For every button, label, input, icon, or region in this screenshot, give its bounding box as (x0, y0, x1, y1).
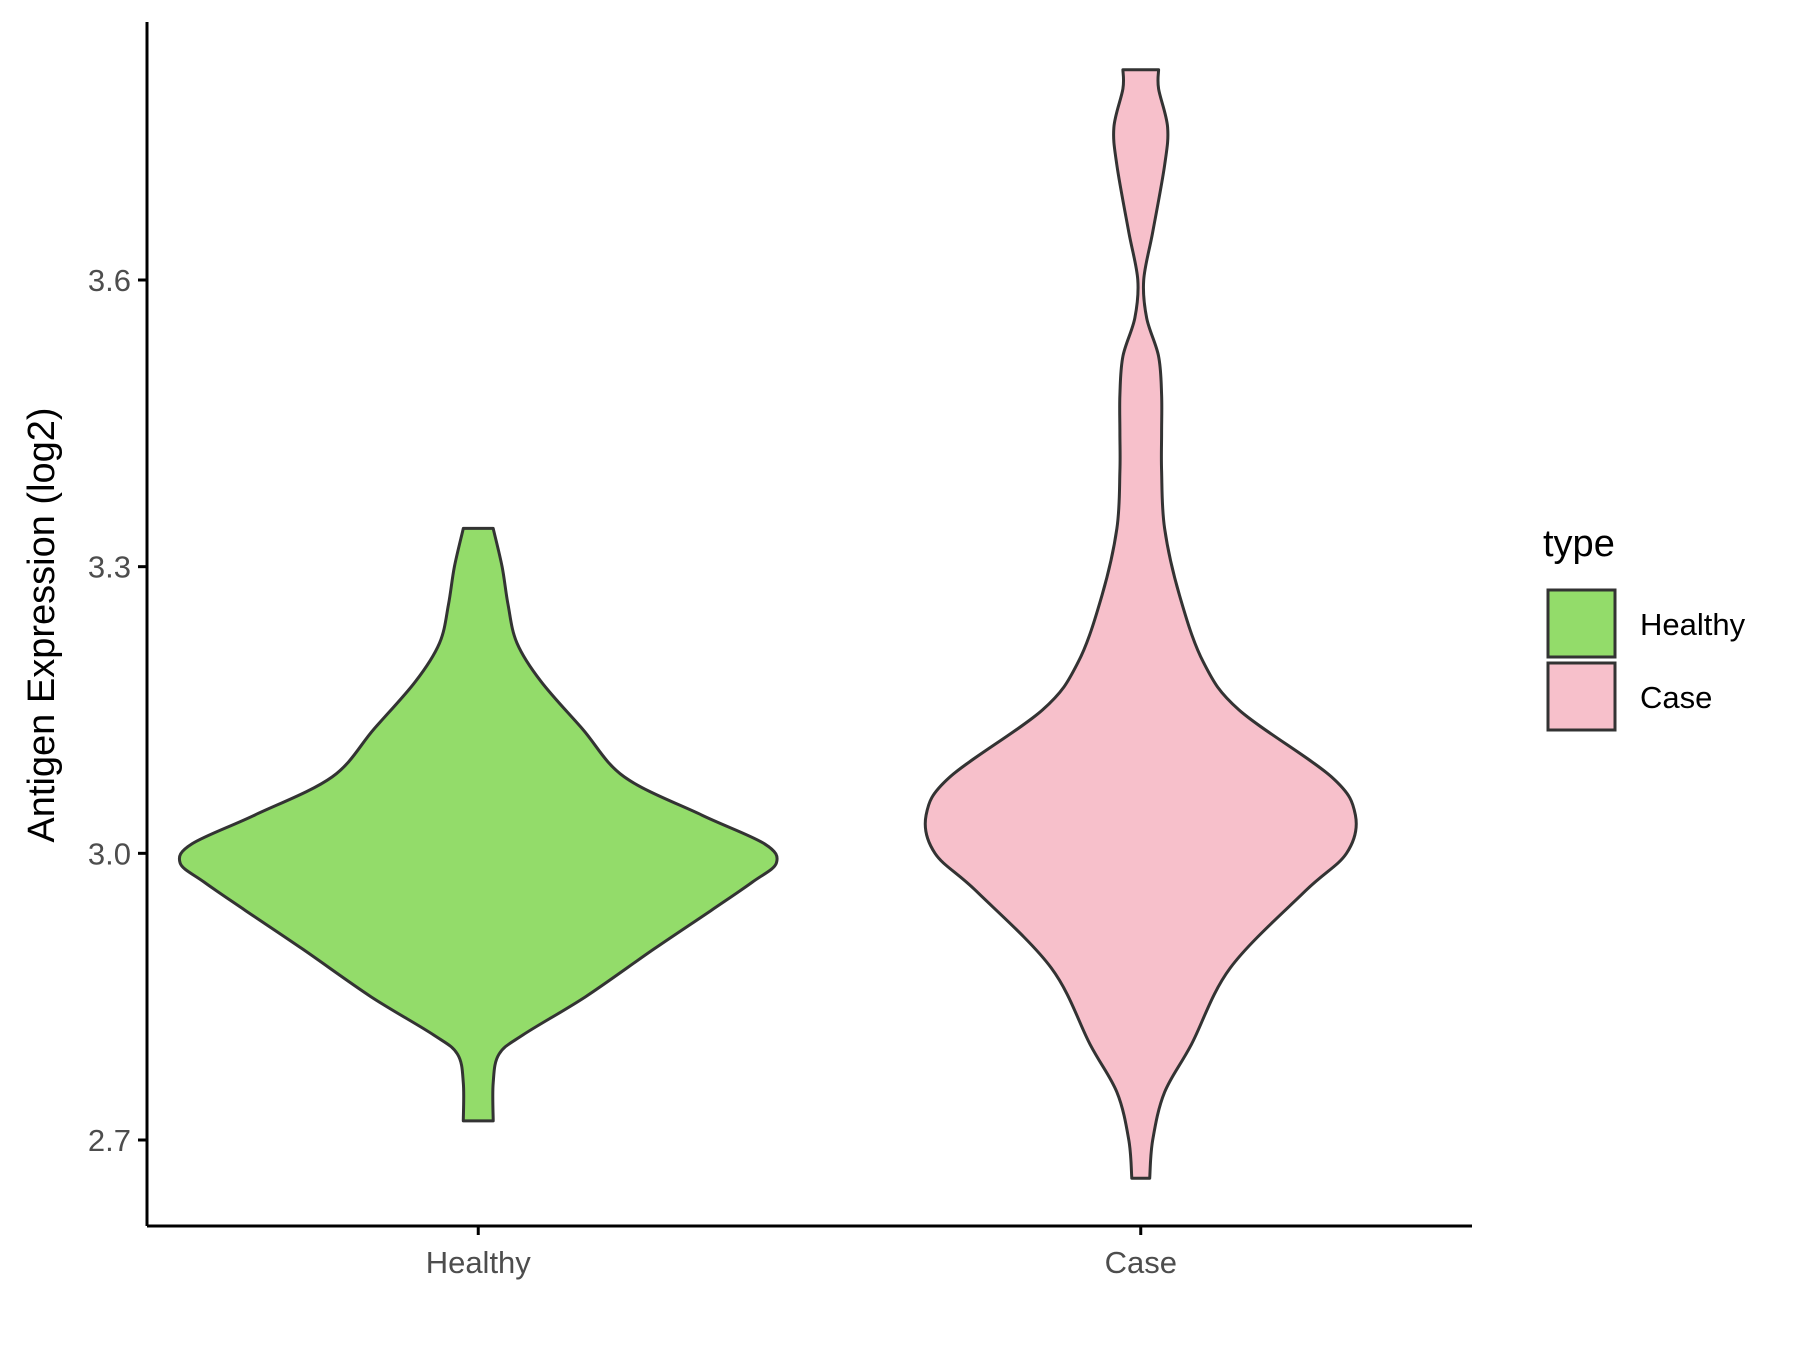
x-tick-label: Case (1105, 1245, 1177, 1280)
legend-label-case: Case (1640, 680, 1712, 715)
violin-healthy (177, 526, 779, 1123)
y-tick-label: 2.7 (88, 1123, 131, 1158)
legend-swatch-healthy (1546, 588, 1617, 659)
y-tick-label: 3.0 (88, 836, 131, 871)
y-axis-title: Antigen Expression (log2) (21, 407, 63, 842)
legend-title: type (1543, 523, 1615, 565)
plot-area (177, 68, 1358, 1180)
legend: type Healthy Case (1543, 523, 1746, 732)
y-ticks: 2.7 3.0 3.3 3.6 (88, 263, 147, 1158)
y-tick-label: 3.6 (88, 263, 131, 298)
axes: 2.7 3.0 3.3 3.6 Healthy Case Antigen Express… (21, 22, 1472, 1280)
legend-swatch-case (1546, 661, 1617, 732)
x-ticks: Healthy Case (426, 1226, 1177, 1280)
legend-items: Healthy Case (1546, 588, 1746, 732)
y-tick-label: 3.3 (88, 550, 131, 585)
violin-case (923, 68, 1358, 1180)
x-tick-label: Healthy (426, 1245, 532, 1280)
legend-label-healthy: Healthy (1640, 607, 1746, 642)
